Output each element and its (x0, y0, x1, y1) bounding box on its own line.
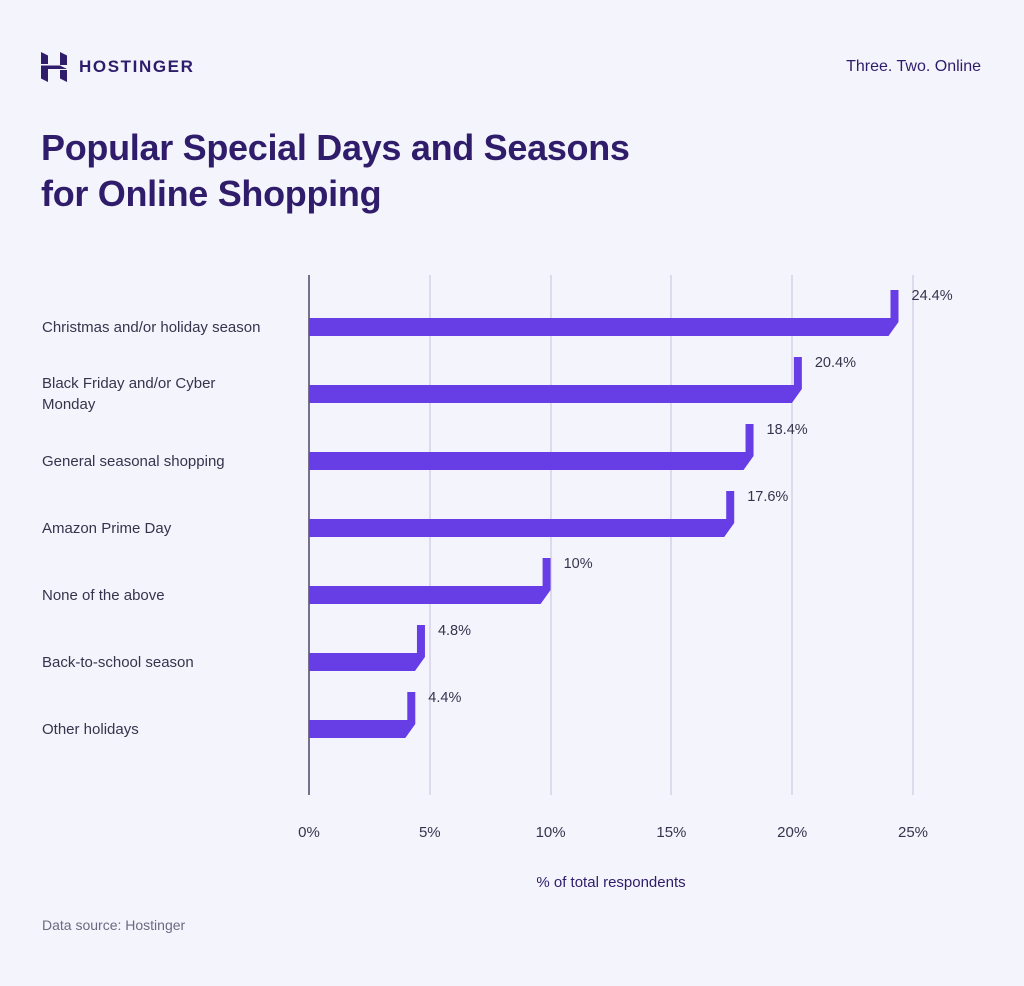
category-label: General seasonal shopping (42, 453, 225, 470)
bar-value-label: 4.8% (437, 623, 472, 639)
bar (309, 692, 416, 738)
gridline (791, 275, 794, 795)
category-label: Amazon Prime Day (42, 520, 172, 537)
category-label: None of the above (42, 587, 165, 604)
bar-value-label: 17.6% (747, 489, 789, 505)
bar-value-label: 18.4% (766, 422, 808, 438)
category-label: Back-to-school season (42, 654, 194, 671)
x-tick-label: 20% (777, 824, 808, 841)
chart-title-line-2: for Online Shopping (41, 173, 382, 214)
bar-value-label: 10% (563, 556, 593, 572)
category-label: Other holidays (42, 721, 139, 738)
tagline: Three. Two. Online (846, 58, 981, 75)
bar (309, 558, 551, 604)
bar (309, 357, 802, 403)
bar-value-label: 20.4% (814, 355, 856, 371)
x-tick-label: 0% (298, 824, 320, 841)
x-tick-label: 10% (535, 824, 566, 841)
brand-name: HOSTINGER (79, 57, 195, 76)
x-axis-label: % of total respondents (536, 874, 686, 891)
category-label: Christmas and/or holiday season (42, 319, 261, 336)
chart-title: Popular Special Days and Seasons for Onl… (41, 125, 630, 217)
bar (309, 491, 735, 537)
bar (309, 290, 899, 336)
brand-logo: HOSTINGER (41, 52, 194, 82)
x-tick-label: 25% (897, 824, 929, 841)
category-label: Black Friday and/or Cyber Monday (42, 375, 216, 413)
bar (309, 625, 425, 671)
bar-value-label: 24.4% (911, 288, 953, 304)
bar-value-label: 4.4% (428, 690, 462, 706)
x-tick-label: 5% (418, 824, 441, 841)
chart-title-line-1: Popular Special Days and Seasons (41, 127, 630, 168)
hostinger-logo-icon (41, 52, 67, 82)
x-tick-label: 15% (656, 824, 687, 841)
gridline (912, 275, 914, 795)
bar (309, 424, 754, 470)
data-source: Data source: Hostinger (42, 917, 186, 933)
